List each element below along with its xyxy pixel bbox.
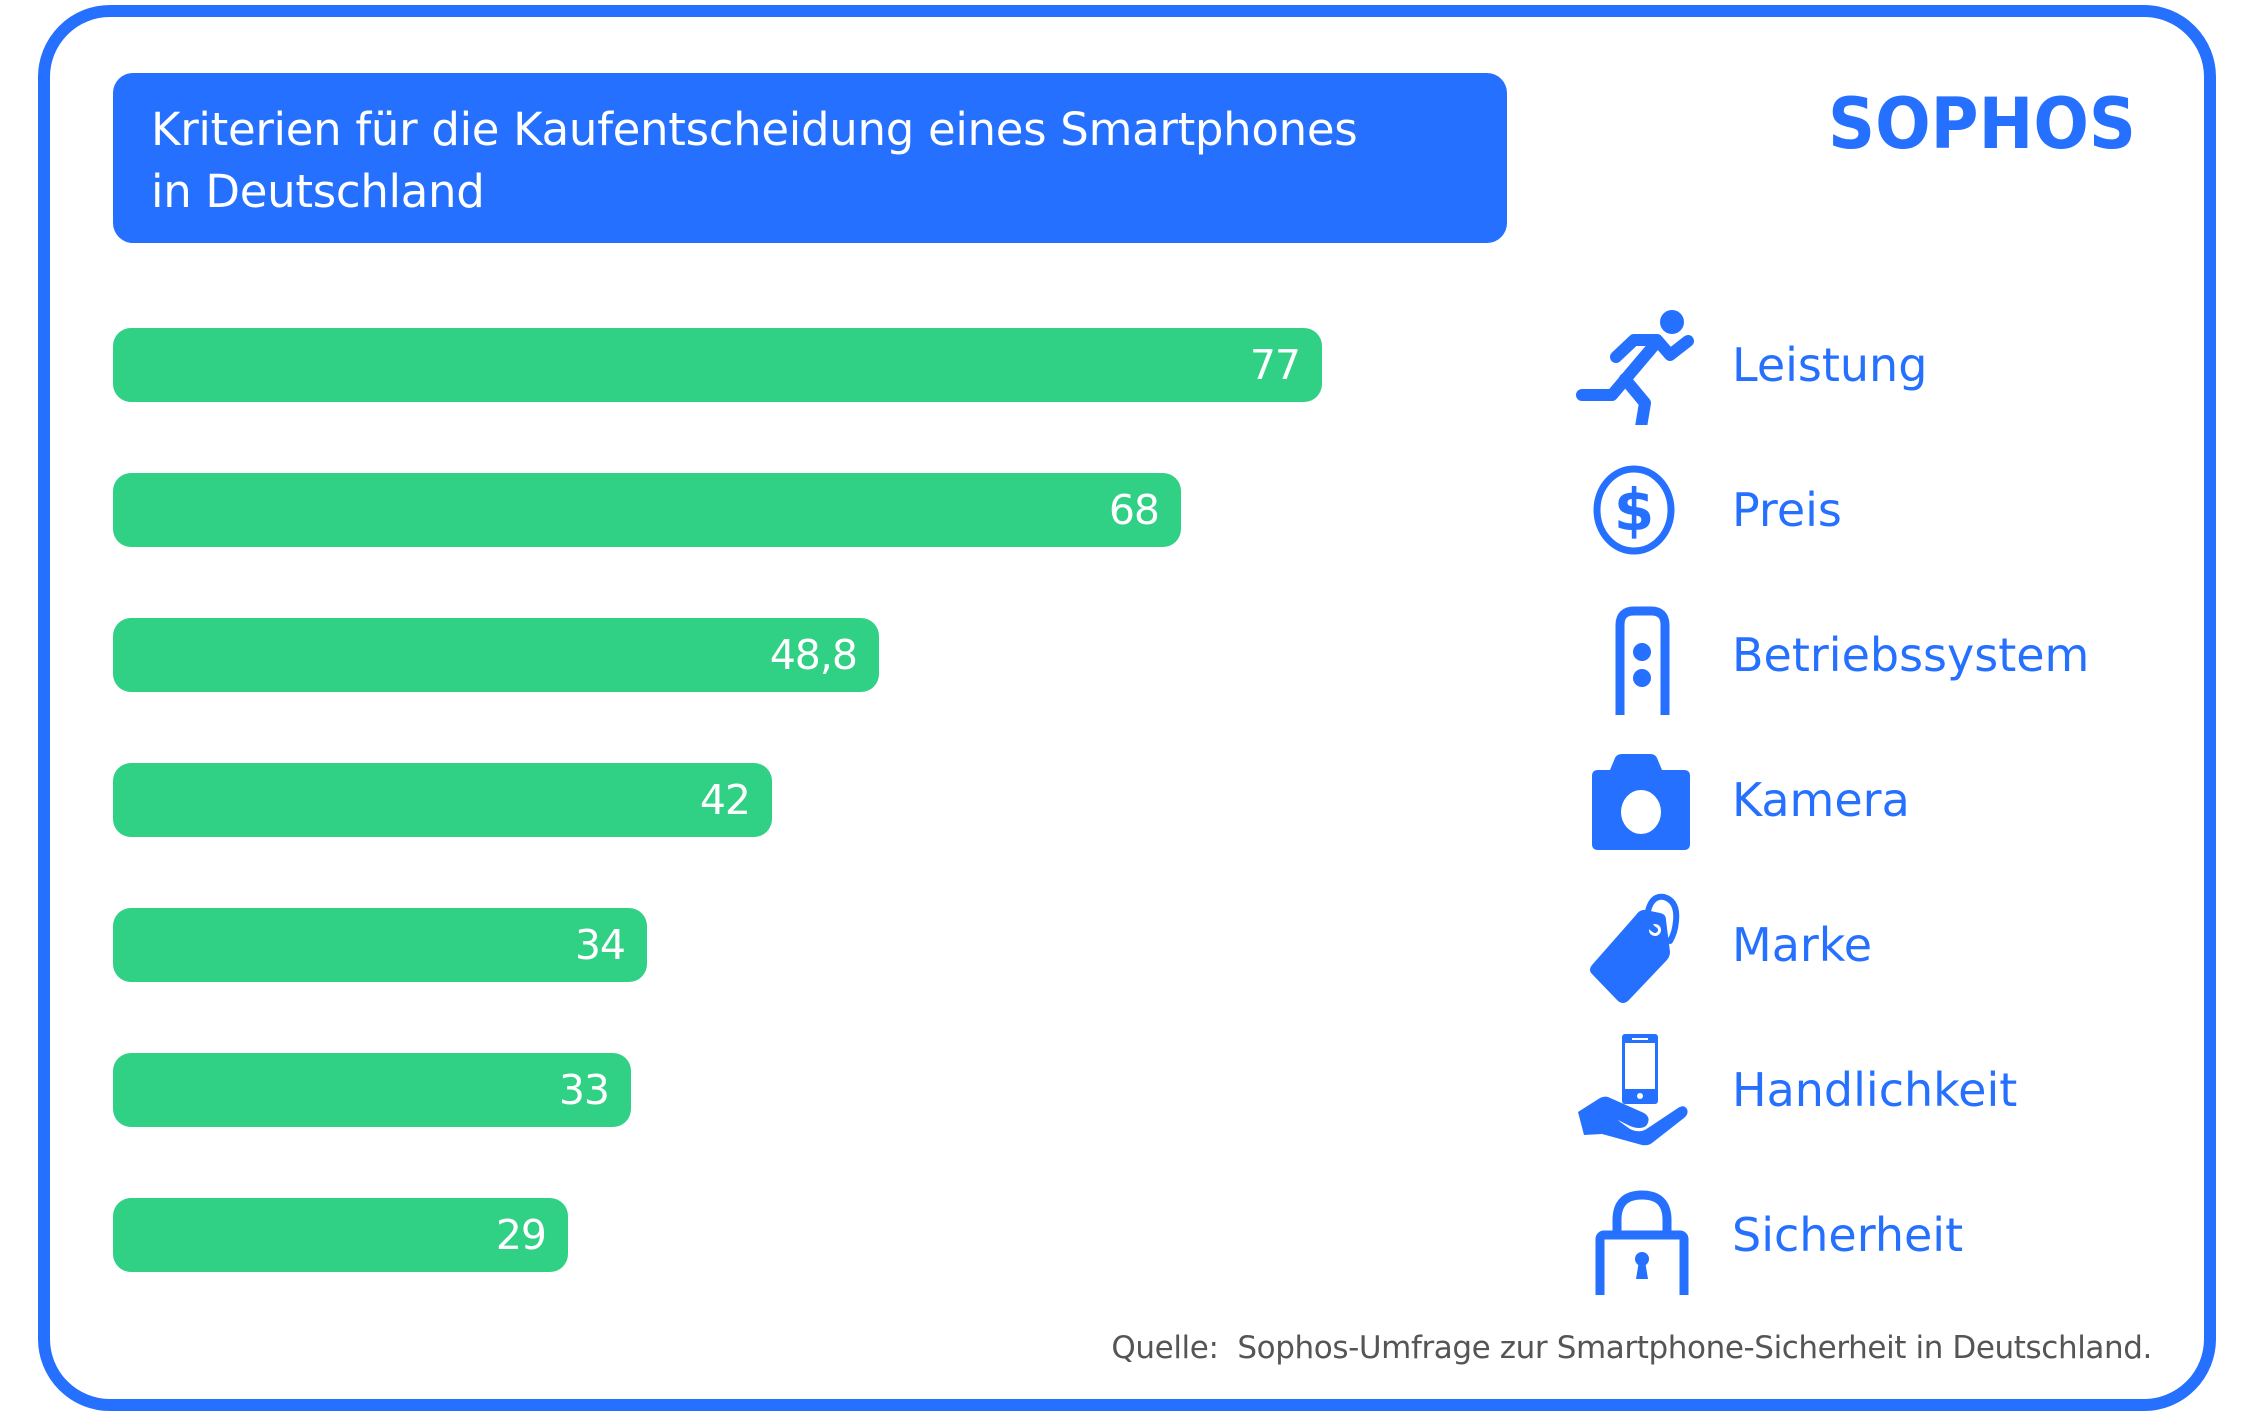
legend-label: Leistung [1732, 338, 1928, 392]
bar-marke: 34 [113, 908, 647, 982]
legend-label: Marke [1732, 918, 1873, 972]
legend-label: Preis [1732, 483, 1842, 537]
sophos-logo: SOPHOS [1828, 90, 2136, 156]
legend-item-leistung: Leistung [1560, 305, 2160, 425]
bar-value-label: 68 [1108, 486, 1160, 534]
price-tag-icon [1560, 885, 1700, 1005]
legend-item-betriebssystem: Betriebssystem [1560, 595, 2160, 715]
bar-value-label: 77 [1249, 341, 1301, 389]
dollar-coin-icon: $ [1560, 450, 1700, 570]
legend-item-kamera: Kamera [1560, 740, 2160, 860]
legend-item-marke: Marke [1560, 885, 2160, 1005]
legend-label: Betriebssystem [1732, 628, 2090, 682]
bar-leistung: 77 [113, 328, 1322, 402]
bar-sicherheit: 29 [113, 1198, 568, 1272]
bar-value-label: 29 [495, 1211, 547, 1259]
padlock-icon [1560, 1175, 1700, 1295]
bar-value-label: 48,8 [769, 631, 858, 679]
running-person-icon [1560, 305, 1700, 425]
bar-handlichkeit: 33 [113, 1053, 631, 1127]
sophos-logo-text: SOPHOS [1828, 90, 2136, 156]
source-note: Quelle: Sophos-Umfrage zur Smartphone-Si… [1111, 1330, 2152, 1366]
chart-title-box: Kriterien für die Kaufentscheidung eines… [113, 73, 1507, 243]
hand-holding-phone-icon [1560, 1030, 1700, 1150]
legend-item-handlichkeit: Handlichkeit [1560, 1030, 2160, 1150]
bar-value-label: 33 [558, 1066, 610, 1114]
legend-label: Sicherheit [1732, 1208, 1964, 1262]
legend-label: Kamera [1732, 773, 1910, 827]
bar-betriebssystem: 48,8 [113, 618, 879, 692]
legend-item-preis: $ Preis [1560, 450, 2160, 570]
bar-preis: 68 [113, 473, 1181, 547]
bar-kamera: 42 [113, 763, 772, 837]
svg-text:$: $ [1614, 476, 1654, 544]
chart-title-line-2: in Deutschland [151, 165, 485, 218]
bar-value-label: 42 [699, 776, 751, 824]
legend-item-sicherheit: Sicherheit [1560, 1175, 2160, 1295]
bar-value-label: 34 [574, 921, 626, 969]
phone-os-icon [1560, 595, 1700, 715]
chart-title-line-1: Kriterien für die Kaufentscheidung eines… [151, 103, 1358, 156]
legend-label: Handlichkeit [1732, 1063, 2018, 1117]
camera-icon [1560, 740, 1700, 860]
